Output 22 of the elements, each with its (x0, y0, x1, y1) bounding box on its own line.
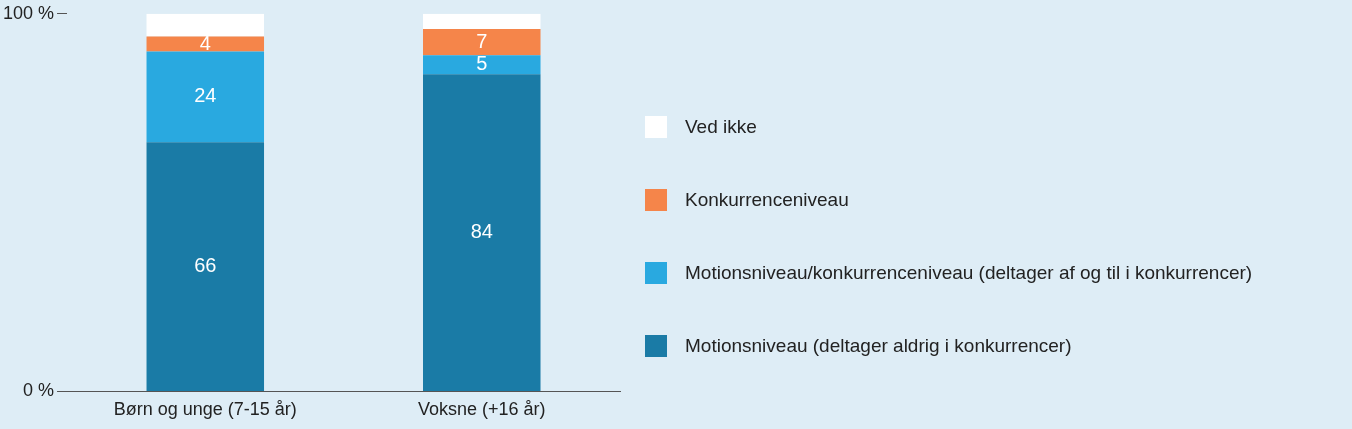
data-label: 66 (194, 254, 217, 277)
legend-label: Ved ikke (685, 116, 757, 138)
x-tick-label: Børn og unge (7-15 år) (113, 399, 297, 420)
bar (423, 74, 541, 391)
legend-label: Motionsniveau/konkurrenceniveau (deltager af og til i konkurrencer) (685, 262, 1253, 284)
bar (146, 13, 265, 37)
data-label: 7 (476, 29, 488, 52)
data-label: 4 (199, 31, 211, 54)
bar (146, 36, 265, 52)
bar (423, 13, 541, 29)
data-label: 24 (194, 84, 217, 107)
y-tick-label: 0 % (23, 380, 55, 401)
data-label: 84 (470, 220, 493, 243)
bar (423, 55, 541, 75)
bar (146, 142, 265, 391)
legend-label: Konkurrenceniveau (685, 189, 849, 211)
legend-label: Motionsniveau (deltager aldrig i konkurrencer) (685, 335, 1072, 357)
y-tick-label: 100 % (2, 2, 55, 23)
x-tick-label: Voksne (+16 år) (417, 399, 546, 420)
bar (423, 28, 541, 56)
data-label: 5 (476, 52, 488, 75)
bar (146, 51, 265, 143)
